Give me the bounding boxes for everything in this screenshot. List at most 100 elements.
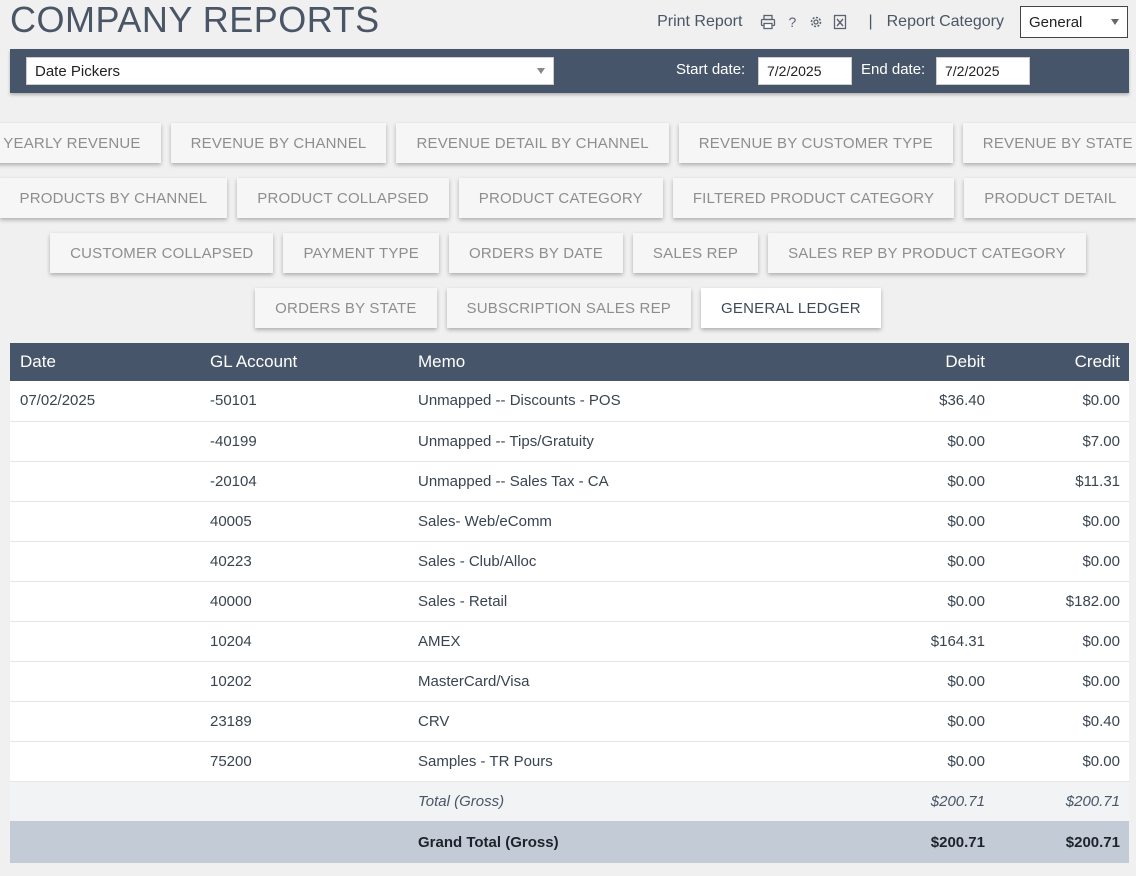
- cell-credit: $0.00: [994, 501, 1129, 542]
- cell-debit: $0.00: [849, 581, 994, 622]
- report-button-products-by-channel[interactable]: PRODUCTS BY CHANNEL: [0, 178, 228, 218]
- cell-gl-account: 40000: [200, 581, 408, 622]
- report-button-revenue-by-state[interactable]: REVENUE BY STATE: [962, 123, 1136, 163]
- cell-credit: $0.00: [994, 741, 1129, 782]
- gear-icon[interactable]: [806, 12, 826, 32]
- date-picker-select[interactable]: Date Pickers: [26, 57, 554, 85]
- printer-icon[interactable]: [758, 12, 778, 32]
- report-category-select[interactable]: General: [1020, 6, 1128, 38]
- cell-gl-account: 23189: [200, 701, 408, 742]
- table-row: 23189 CRV $0.00 $0.40: [10, 701, 1129, 742]
- cell-debit: $0.00: [849, 701, 994, 742]
- header-tools: Print Report ? | Report Category General: [657, 6, 1128, 38]
- cell-credit: $0.00: [994, 381, 1129, 422]
- report-button-row: CUSTOMER COLLAPSED PAYMENT TYPE ORDERS BY …: [0, 233, 1136, 273]
- report-button-orders-by-date[interactable]: ORDERS BY DATE: [448, 233, 623, 273]
- cell-date: [10, 661, 200, 702]
- total-label: Total (Gross): [408, 781, 849, 821]
- header-separator: |: [868, 13, 873, 30]
- cell-gl-account: 75200: [200, 741, 408, 782]
- column-header-credit[interactable]: Credit: [994, 343, 1129, 381]
- total-debit: $200.71: [849, 781, 994, 821]
- cell-memo: Sales- Web/eComm: [408, 501, 849, 542]
- report-category-value: General: [1029, 13, 1083, 31]
- cell-date: [10, 581, 200, 622]
- cell-debit: $0.00: [849, 741, 994, 782]
- report-button-customer-collapsed[interactable]: CUSTOMER COLLAPSED: [50, 233, 274, 273]
- cell-credit: $0.40: [994, 701, 1129, 742]
- cell-memo: Unmapped -- Discounts - POS: [408, 381, 849, 422]
- grand-total-row: Grand Total (Gross) $200.71 $200.71: [10, 821, 1129, 863]
- grand-total-label: Grand Total (Gross): [408, 821, 849, 863]
- cell-date: [10, 741, 200, 782]
- chevron-down-icon: [537, 68, 545, 74]
- report-button-orders-by-state[interactable]: ORDERS BY STATE: [255, 288, 437, 328]
- cell-debit: $0.00: [849, 461, 994, 502]
- table-row: -40199 Unmapped -- Tips/Gratuity $0.00 $7.0…: [10, 421, 1129, 462]
- report-button-general-ledger[interactable]: GENERAL LEDGER: [701, 288, 881, 328]
- report-button-subscription-sales-rep[interactable]: SUBSCRIPTION SALES REP: [446, 288, 692, 328]
- report-button-filtered-product-category[interactable]: FILTERED PRODUCT CATEGORY: [672, 178, 955, 218]
- cell-gl-account: 40005: [200, 501, 408, 542]
- table-row: 40005 Sales- Web/eComm $0.00 $0.00: [10, 501, 1129, 542]
- table-row: 07/02/2025 -50101 Unmapped -- Discounts - …: [10, 381, 1129, 422]
- column-header-gl-account[interactable]: GL Account: [200, 343, 408, 381]
- table-row: 40223 Sales - Club/Alloc $0.00 $0.00: [10, 541, 1129, 582]
- report-button-product-category[interactable]: PRODUCT CATEGORY: [458, 178, 663, 218]
- report-button-revenue-by-channel[interactable]: REVENUE BY CHANNEL: [170, 123, 387, 163]
- cell-date: 07/02/2025: [10, 381, 200, 422]
- cell-debit: $0.00: [849, 421, 994, 462]
- cell-memo: Unmapped -- Tips/Gratuity: [408, 421, 849, 462]
- table-header-row: Date GL Account Memo Debit Credit: [10, 343, 1129, 381]
- cell-debit: $36.40: [849, 381, 994, 422]
- cell-credit: $11.31: [994, 461, 1129, 502]
- cell-date: [10, 621, 200, 662]
- cell-date: [10, 501, 200, 542]
- cell-credit: $182.00: [994, 581, 1129, 622]
- cell-memo: Samples - TR Pours: [408, 741, 849, 782]
- total-row: Total (Gross) $200.71 $200.71: [10, 781, 1129, 821]
- column-header-date[interactable]: Date: [10, 343, 200, 381]
- report-button-product-collapsed[interactable]: PRODUCT COLLAPSED: [237, 178, 449, 218]
- report-button-sales-rep[interactable]: SALES REP: [632, 233, 759, 273]
- cell-debit: $0.00: [849, 661, 994, 702]
- cell-credit: $0.00: [994, 621, 1129, 662]
- chevron-down-icon: [1111, 19, 1119, 25]
- column-header-memo[interactable]: Memo: [408, 343, 849, 381]
- page-title: COMPANY REPORTS: [10, 0, 380, 40]
- excel-export-icon[interactable]: [830, 12, 850, 32]
- report-button-yearly-revenue[interactable]: YEARLY REVENUE: [0, 123, 161, 163]
- grand-total-credit: $200.71: [994, 821, 1129, 863]
- cell-gl-account: 10204: [200, 621, 408, 662]
- report-button-payment-type[interactable]: PAYMENT TYPE: [283, 233, 439, 273]
- table-body: 07/02/2025 -50101 Unmapped -- Discounts - …: [10, 381, 1129, 782]
- cell-date: [10, 701, 200, 742]
- cell-memo: AMEX: [408, 621, 849, 662]
- cell-gl-account: 10202: [200, 661, 408, 702]
- report-button-product-detail[interactable]: PRODUCT DETAIL: [964, 178, 1136, 218]
- print-report-link[interactable]: Print Report: [657, 13, 743, 30]
- cell-debit: $0.00: [849, 501, 994, 542]
- grand-total-debit: $200.71: [849, 821, 994, 863]
- column-header-debit[interactable]: Debit: [849, 343, 994, 381]
- start-date-input[interactable]: [758, 57, 852, 85]
- cell-date: [10, 421, 200, 462]
- cell-date: [10, 461, 200, 502]
- cell-credit: $7.00: [994, 421, 1129, 462]
- cell-memo: CRV: [408, 701, 849, 742]
- report-button-revenue-by-customer-type[interactable]: REVENUE BY CUSTOMER TYPE: [678, 123, 953, 163]
- help-icon[interactable]: ?: [788, 14, 797, 30]
- report-button-sales-rep-by-product-category[interactable]: SALES REP BY PRODUCT CATEGORY: [768, 233, 1086, 273]
- filter-toolbar: Date Pickers Start date: End date:: [10, 49, 1129, 93]
- total-credit: $200.71: [994, 781, 1129, 821]
- report-button-revenue-detail-by-channel[interactable]: REVENUE DETAIL BY CHANNEL: [396, 123, 669, 163]
- cell-memo: MasterCard/Visa: [408, 661, 849, 702]
- report-button-row: YEARLY REVENUE REVENUE BY CHANNEL REVENUE …: [0, 123, 1136, 163]
- cell-credit: $0.00: [994, 661, 1129, 702]
- table-row: 10202 MasterCard/Visa $0.00 $0.00: [10, 661, 1129, 702]
- date-picker-value: Date Pickers: [35, 62, 121, 80]
- cell-gl-account: -20104: [200, 461, 408, 502]
- end-date-input[interactable]: [936, 57, 1030, 85]
- end-date-label: End date:: [861, 61, 926, 78]
- report-button-row: PRODUCTS BY CHANNEL PRODUCT COLLAPSED PROD…: [0, 178, 1136, 218]
